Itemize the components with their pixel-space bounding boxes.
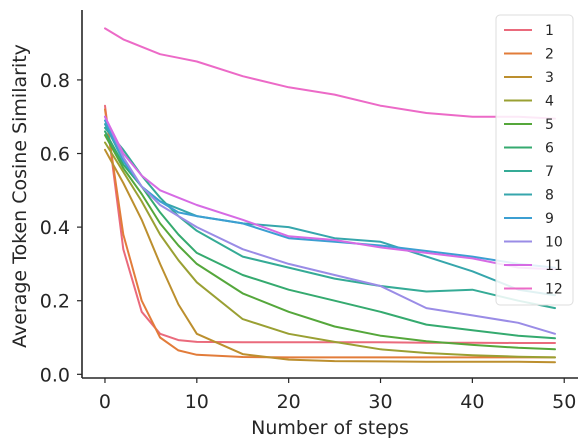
legend-label-1: 1: [545, 23, 554, 39]
y-tick-label: 0.4: [40, 217, 70, 239]
series-lines: [104, 27, 556, 364]
x-axis-title: Number of steps: [251, 417, 409, 439]
series-line-9: [104, 119, 556, 269]
series-line-1: [104, 104, 556, 344]
legend-label-8: 8: [545, 188, 554, 204]
series-line-6: [104, 130, 556, 340]
legend-label-10: 10: [545, 235, 563, 251]
x-tick-label: 0: [99, 391, 111, 413]
y-tick-label: 0.6: [40, 144, 70, 166]
y-tick-label: 0.0: [40, 364, 70, 386]
y-tick-label: 0.8: [40, 70, 70, 92]
series-line-3: [104, 148, 556, 364]
legend-label-9: 9: [545, 211, 554, 227]
series-line-4: [104, 141, 556, 359]
legend-label-3: 3: [545, 70, 554, 86]
x-tick-label: 40: [460, 391, 484, 413]
legend-label-5: 5: [545, 117, 554, 133]
series-line-2: [104, 108, 556, 359]
legend-label-12: 12: [545, 282, 563, 298]
series-line-10: [104, 115, 556, 335]
x-tick-labels: 0 10 20 30 40 50: [99, 378, 576, 413]
x-tick-label: 10: [185, 391, 209, 413]
series-line-12: [104, 27, 556, 120]
y-axis-title: Average Token Cosine Similarity: [9, 44, 31, 348]
series-line-11: [104, 115, 556, 271]
y-tick-label: 0.2: [40, 291, 70, 313]
legend-label-2: 2: [545, 47, 554, 63]
series-line-5: [104, 134, 556, 351]
x-tick-label: 20: [277, 391, 301, 413]
legend-box: [495, 14, 574, 306]
series-line-7: [104, 126, 556, 310]
legend-label-4: 4: [545, 94, 554, 110]
x-tick-label: 50: [552, 391, 576, 413]
x-tick-label: 30: [368, 391, 392, 413]
y-tick-labels: 0.0 0.2 0.4 0.6 0.8: [40, 70, 82, 386]
legend-label-11: 11: [545, 258, 563, 274]
legend-label-7: 7: [545, 164, 554, 180]
legend-label-6: 6: [545, 141, 554, 157]
